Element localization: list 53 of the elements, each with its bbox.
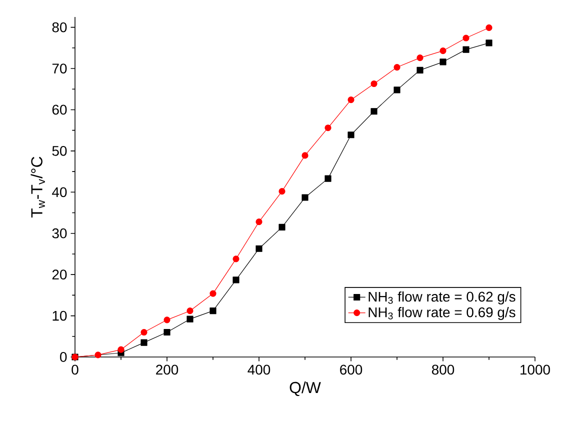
point [370,108,378,115]
point [210,290,216,297]
point [324,175,332,182]
point [440,48,446,54]
point [370,80,378,88]
x-axis-title: Q/W [290,381,321,396]
point [486,40,492,46]
point [486,24,492,32]
point [462,34,470,42]
point [140,339,148,346]
point [232,256,240,262]
point [186,308,194,314]
y-tick-label: 50 [52,146,67,156]
point [210,308,216,314]
point [118,346,124,353]
x-tick-label: 400 [248,364,270,375]
point [140,328,148,336]
y-tick-label: 80 [52,22,67,32]
point [462,46,470,53]
y-tick-label: 10 [52,310,67,321]
point [302,152,308,159]
point [348,96,354,104]
x-tick-label: 0 [72,364,78,375]
point [94,352,102,358]
point [164,316,170,324]
point [278,188,286,195]
point [416,66,424,74]
x-tick-label: 800 [432,364,454,375]
y-tick-label: 60 [52,104,67,115]
x-tick-label: 600 [340,364,362,375]
point [278,224,286,230]
y-tick-label: 20 [52,270,67,280]
legend-label: NH$_{3}$ flow rate = 0.69 g/s [368,307,516,320]
point [256,245,262,252]
point [232,276,240,284]
y-tick-label: 70 [52,64,67,74]
y-tick-label: 30 [52,228,67,238]
point [394,64,400,71]
point [324,124,332,132]
point [186,316,194,322]
x-tick-label: 200 [156,364,178,375]
y-axis-title: T$_{w}$-T$_{v}$/°C [30,156,45,218]
point [164,328,170,336]
point [302,194,308,201]
point [440,58,446,66]
y-tick-label: 0 [60,352,67,362]
point [394,86,400,94]
y-tick-label: 40 [52,187,67,198]
point [348,132,354,138]
point [256,218,262,226]
legend-label: NH$_{3}$ flow rate = 0.62 g/s [368,291,516,304]
point [416,54,424,62]
x-tick-label: 1000 [520,364,550,375]
